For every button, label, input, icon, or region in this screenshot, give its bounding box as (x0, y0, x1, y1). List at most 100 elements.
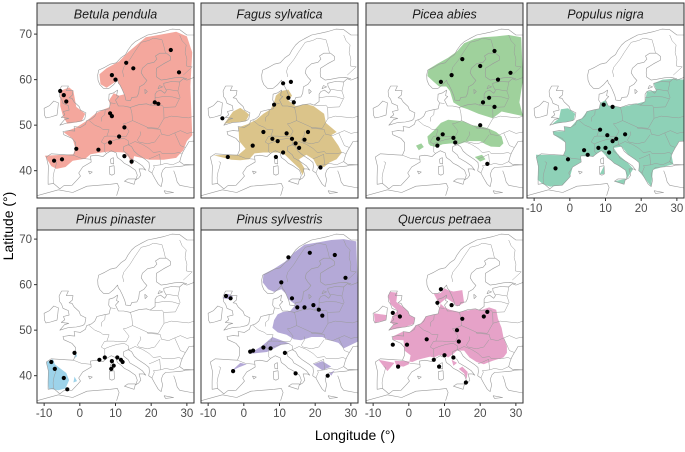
sample-point (109, 359, 114, 364)
sample-point (553, 166, 558, 171)
sample-point (582, 148, 587, 153)
country-border (270, 107, 297, 137)
country-border (495, 88, 507, 92)
strip-background (200, 207, 359, 231)
country-border (317, 366, 344, 371)
country-border (274, 102, 280, 105)
country-border (137, 131, 161, 145)
strip-label: Fagus sylvatica (236, 8, 322, 22)
country-border (508, 239, 522, 281)
sample-point (437, 364, 442, 369)
country-border (429, 109, 435, 122)
sample-point (454, 328, 460, 333)
country-border (319, 301, 344, 305)
coastline (222, 85, 251, 126)
country-border (166, 88, 178, 92)
country-border (402, 359, 421, 365)
coastline (210, 345, 358, 395)
x-tick-label: 30 (344, 408, 357, 420)
y-axis-title: Latitude (°) (0, 192, 16, 261)
coastline (273, 370, 279, 381)
coastline (492, 395, 504, 399)
panel-pinus-pinaster: Pinus pinaster 40 50 60 70 -10 0 10 20 30 (19, 207, 195, 420)
country-border (618, 141, 673, 155)
country-border (653, 81, 671, 108)
coastline (43, 100, 59, 119)
coastline (308, 293, 312, 300)
coastline (144, 88, 148, 94)
sample-point (438, 287, 443, 292)
x-tick-label: 10 (273, 408, 286, 420)
coastline (486, 85, 492, 89)
coastline (201, 388, 284, 401)
sample-point (225, 154, 230, 160)
coastline (600, 157, 605, 165)
country-border (466, 336, 490, 350)
sample-point (451, 135, 456, 140)
country-border (327, 320, 358, 324)
y-tick-label: 40 (19, 166, 32, 178)
species-range (458, 366, 468, 380)
sample-point (302, 305, 307, 310)
x-tick-label: 10 (438, 408, 451, 420)
sample-point (261, 345, 266, 350)
strip-label: Quercus petraea (398, 213, 491, 227)
coastline (321, 290, 327, 295)
sample-point (481, 314, 486, 319)
country-border (612, 37, 644, 77)
country-border (319, 96, 344, 100)
country-border (128, 141, 183, 155)
country-border (433, 343, 458, 350)
sample-point (124, 60, 129, 65)
coastline (438, 165, 444, 176)
country-border (641, 165, 645, 174)
sample-point (261, 129, 266, 135)
country-border (163, 286, 181, 313)
sample-point (111, 363, 116, 368)
x-tick-label: 20 (635, 203, 648, 215)
coastline (375, 140, 523, 190)
country-border (270, 312, 297, 342)
coastline (201, 183, 284, 196)
country-border (330, 88, 342, 92)
strip-background (365, 207, 524, 231)
country-border (104, 343, 129, 350)
sample-point (102, 355, 107, 360)
country-border (461, 325, 515, 353)
strip-label: Betula pendula (74, 8, 157, 22)
country-border (327, 81, 345, 108)
panel-picea-abies: Picea abies (365, 2, 524, 199)
sample-point (61, 93, 66, 98)
country-border (664, 130, 684, 134)
y-tick-label: 70 (19, 29, 32, 41)
species-range (552, 108, 576, 125)
sample-point (281, 81, 286, 86)
coastline (288, 383, 300, 390)
x-tick-label: -10 (365, 408, 382, 420)
species-range (427, 119, 504, 147)
panel-pinus-sylvestris: Pinus sylvestris -10 0 10 20 30 (200, 207, 359, 420)
sample-point (495, 77, 501, 82)
country-border (137, 336, 161, 350)
sample-point (289, 136, 295, 141)
sample-point (404, 342, 410, 347)
country-border (148, 154, 162, 165)
coastline (37, 183, 120, 196)
sample-point (220, 116, 225, 121)
sample-point (251, 348, 256, 353)
panel-quercus-petraea: Quercus petraea -10 0 10 20 30 (365, 207, 524, 420)
sample-point (284, 131, 289, 136)
country-border (622, 120, 676, 148)
sample-point (435, 300, 440, 305)
country-border (563, 154, 582, 160)
coastline (387, 290, 416, 331)
country-border (451, 242, 483, 282)
x-tick-label: 20 (309, 408, 322, 420)
country-border (466, 131, 490, 145)
sample-point (605, 133, 610, 138)
country-border (317, 37, 330, 54)
sample-point (478, 123, 483, 128)
strip-background (36, 2, 195, 26)
country-border (669, 34, 683, 76)
coastline (647, 85, 653, 89)
